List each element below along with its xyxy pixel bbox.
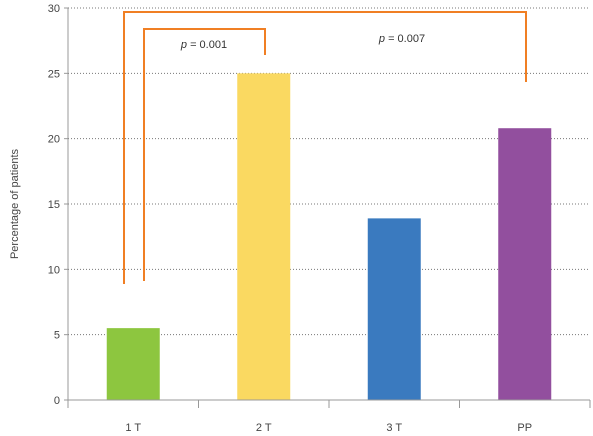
x-tick-label: 3 T: [386, 422, 402, 434]
bar-2-t: [237, 73, 291, 400]
significance-brackets: p = 0.001 p = 0.007: [123, 11, 527, 284]
x-tick-label: 2 T: [256, 422, 272, 434]
y-tick-label: 25: [48, 68, 60, 80]
y-axis-label: Percentage of patients: [9, 148, 21, 259]
p-symbol: p: [378, 33, 385, 45]
y-tick-label: 0: [54, 395, 60, 407]
bar-3-t: [367, 218, 421, 400]
p-value-text: = 0.007: [385, 33, 425, 45]
x-tick-label: PP: [517, 422, 532, 434]
y-tick-label: 20: [48, 134, 60, 146]
y-tick-label: 10: [48, 264, 60, 276]
y-tick-label: 30: [48, 3, 60, 15]
bars: [106, 73, 552, 401]
p-symbol: p: [180, 39, 187, 51]
bracket-0-1: [143, 28, 266, 281]
bar-1-t: [106, 328, 160, 400]
p-value-annotation: p = 0.001: [180, 39, 227, 51]
y-tick-label: 5: [54, 330, 60, 342]
p-value-annotation: p = 0.007: [378, 33, 425, 45]
y-tick-label: 15: [48, 199, 60, 211]
x-tick-labels: 1 T 2 T 3 T PP: [67, 400, 591, 434]
bracket-0-3: [123, 11, 527, 284]
p-value-text: = 0.001: [187, 39, 227, 51]
y-tick-labels: 0 5 10 15 20 25 30: [48, 3, 68, 407]
x-tick-label: 1 T: [125, 422, 141, 434]
bar-pp: [498, 128, 552, 401]
